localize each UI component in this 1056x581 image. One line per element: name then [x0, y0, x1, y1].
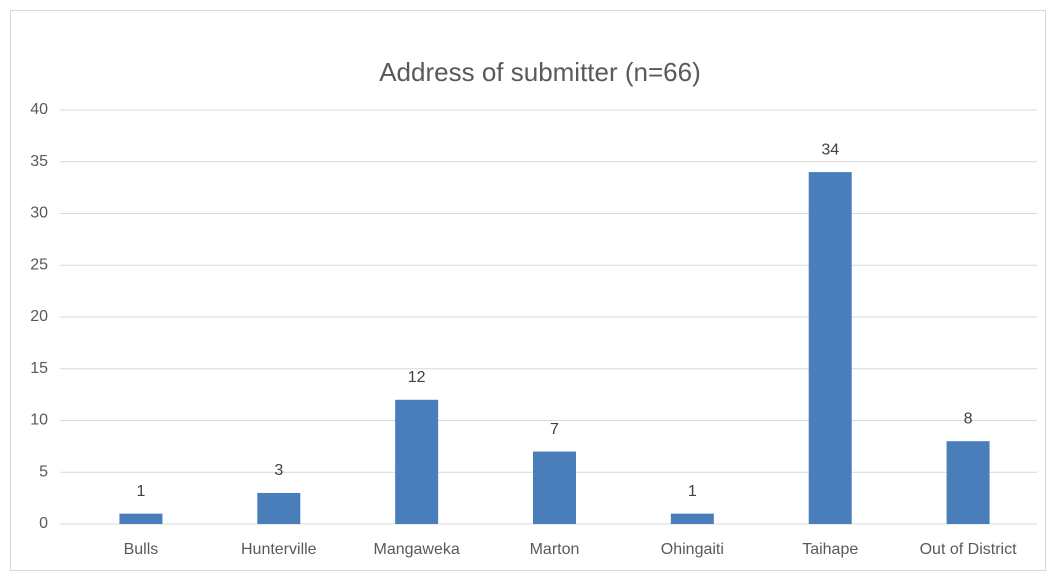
y-tick-label: 5 [39, 463, 48, 480]
x-tick-label: Marton [530, 541, 580, 558]
x-tick-label: Out of District [920, 541, 1017, 558]
data-label: 3 [274, 462, 283, 479]
bar [533, 451, 576, 524]
x-tick-label: Mangaweka [374, 541, 460, 558]
bar [119, 513, 163, 524]
bar [946, 441, 990, 524]
data-label: 8 [964, 410, 973, 427]
y-tick-label: 0 [39, 515, 48, 532]
bar [670, 513, 714, 524]
data-label: 1 [136, 483, 145, 500]
x-tick-label: Taihape [802, 541, 858, 558]
bar [395, 399, 439, 524]
bar [808, 172, 852, 524]
x-tick-label: Ohingaiti [661, 541, 724, 558]
x-tick-label: Hunterville [241, 541, 317, 558]
y-tick-label: 35 [30, 153, 48, 170]
data-label: 12 [408, 369, 426, 386]
chart-title: Address of submitter (n=66) [379, 57, 701, 87]
y-tick-label: 30 [30, 205, 48, 222]
data-label: 1 [688, 483, 697, 500]
y-tick-label: 40 [30, 101, 48, 118]
y-tick-label: 25 [30, 256, 48, 273]
y-tick-label: 20 [30, 308, 48, 325]
data-label: 34 [821, 141, 839, 158]
y-tick-label: 10 [30, 412, 48, 429]
x-tick-label: Bulls [124, 541, 159, 558]
data-label: 7 [550, 421, 559, 438]
chart-border [10, 10, 1046, 571]
bar [257, 492, 301, 524]
y-tick-label: 15 [30, 360, 48, 377]
